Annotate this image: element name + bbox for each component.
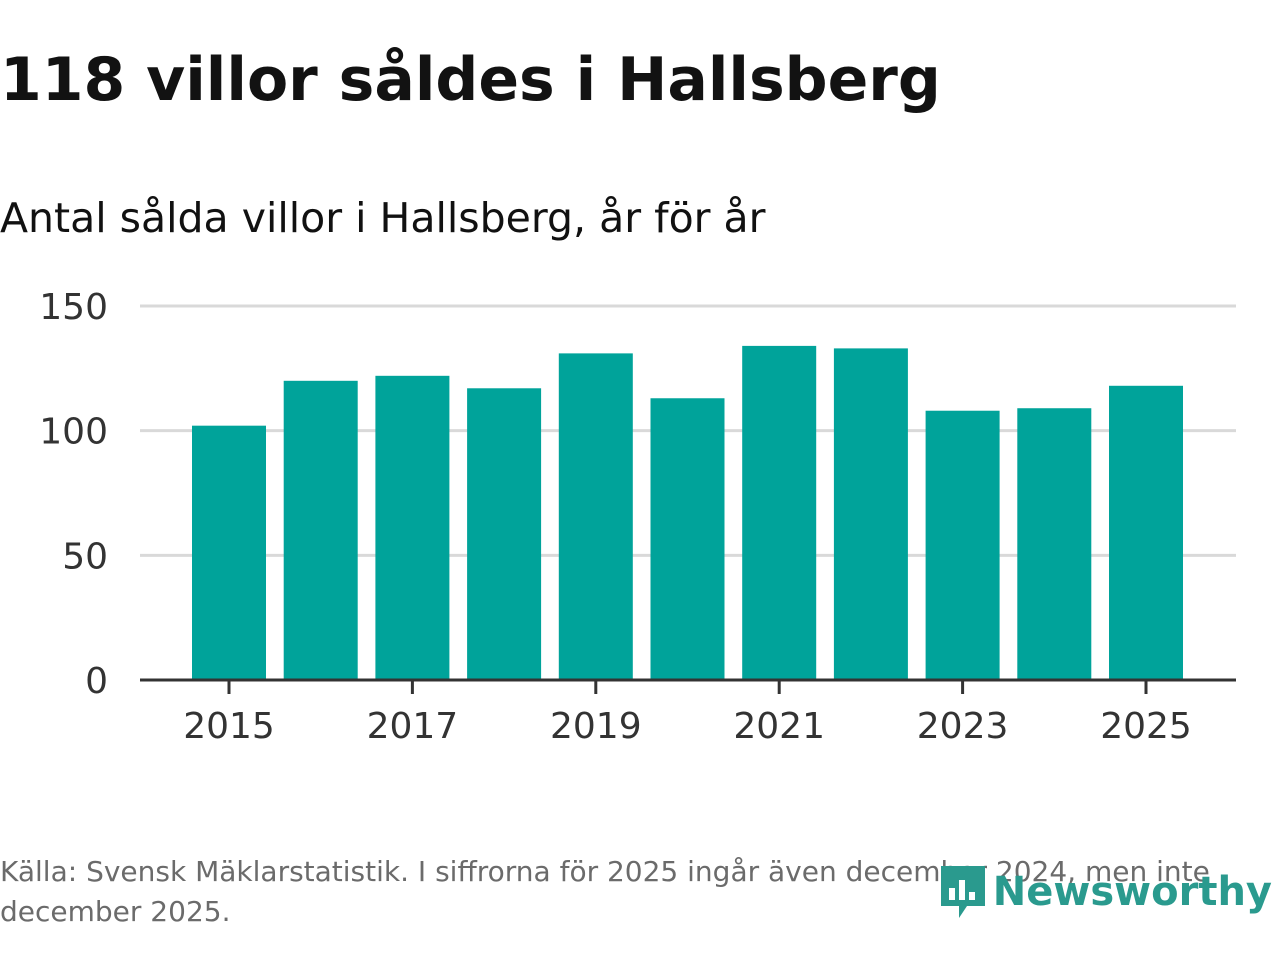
y-tick-label-0: 0 bbox=[85, 661, 108, 702]
x-tick-label-2017: 2017 bbox=[367, 706, 459, 747]
bar-2017 bbox=[375, 375, 450, 680]
newsworthy-logo-text: Newsworthy bbox=[992, 869, 1272, 915]
newsworthy-logo-icon bbox=[940, 866, 985, 918]
chart-title: 118 villor såldes i Hallsberg bbox=[0, 45, 941, 115]
axes: 0 50 100 150 2015 2017 2019 2021 2023 2025 bbox=[39, 287, 1236, 747]
x-tick-label-2025: 2025 bbox=[1100, 706, 1192, 747]
bar-2018 bbox=[467, 388, 542, 680]
bar-2021 bbox=[742, 345, 817, 680]
bar-2016 bbox=[283, 380, 358, 680]
x-tick-label-2019: 2019 bbox=[550, 706, 642, 747]
source-note: Källa: Svensk Mäklarstatistik. I siffror… bbox=[0, 855, 1210, 928]
bar-2015 bbox=[192, 425, 266, 680]
bar-2023 bbox=[925, 410, 1000, 680]
bar-2019 bbox=[558, 353, 633, 680]
newsworthy-logo: Newsworthy bbox=[937, 862, 1272, 922]
chart-subtitle: Antal sålda villor i Hallsberg, år för å… bbox=[0, 194, 766, 242]
bar-2022 bbox=[833, 348, 908, 680]
bars bbox=[192, 345, 1183, 680]
y-tick-label-150: 150 bbox=[39, 287, 108, 328]
bar-2025 bbox=[1109, 385, 1183, 680]
x-tick-label-2021: 2021 bbox=[733, 706, 825, 747]
x-tick-label-2023: 2023 bbox=[917, 706, 1009, 747]
bar-chart: 0 50 100 150 2015 2017 2019 2021 2023 2025 bbox=[39, 287, 1236, 747]
y-tick-label-50: 50 bbox=[62, 536, 108, 577]
bar-2024 bbox=[1017, 408, 1092, 680]
x-tick-label-2015: 2015 bbox=[183, 706, 275, 747]
bar-2020 bbox=[650, 398, 725, 680]
y-tick-label-100: 100 bbox=[39, 412, 108, 453]
